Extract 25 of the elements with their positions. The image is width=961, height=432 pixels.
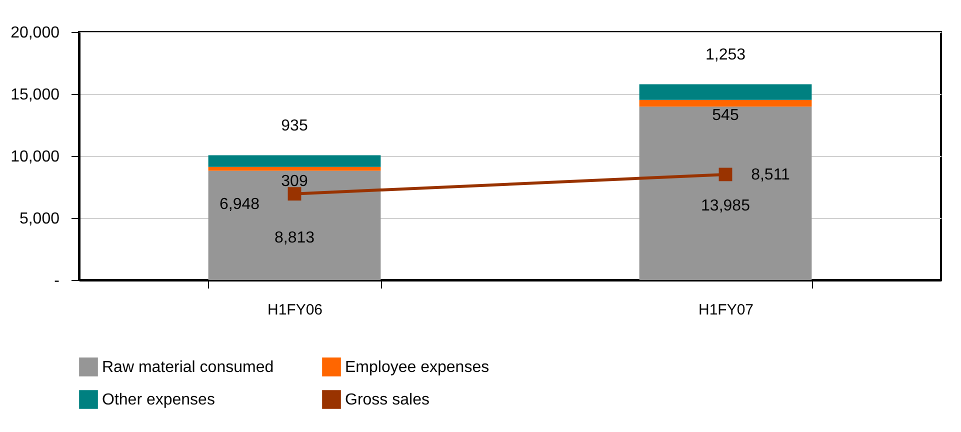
bar bbox=[639, 84, 812, 100]
data-label: 545 bbox=[712, 107, 739, 124]
y-tick-label: 20,000 bbox=[10, 24, 60, 42]
y-tick-label: 15,000 bbox=[10, 86, 60, 104]
data-label: 6,948 bbox=[219, 196, 260, 213]
bar bbox=[208, 170, 381, 280]
x-tick-label: H1FY07 bbox=[698, 302, 754, 318]
legend-label: Other expenses bbox=[102, 392, 215, 408]
legend-label: Employee expenses bbox=[345, 358, 490, 376]
bar bbox=[208, 166, 381, 171]
y-tick-label: 5,000 bbox=[19, 210, 60, 228]
data-label: 8,813 bbox=[274, 229, 315, 246]
data-label: 13,985 bbox=[701, 197, 750, 214]
bar bbox=[639, 106, 812, 280]
data-label: 309 bbox=[281, 172, 308, 190]
bar bbox=[639, 100, 812, 107]
data-label: 8,511 bbox=[751, 166, 790, 184]
legend-label: Raw material consumed bbox=[102, 358, 274, 376]
data-label: 935 bbox=[281, 117, 308, 134]
data-label: 1,253 bbox=[705, 46, 746, 64]
x-tick-label: H1FY06 bbox=[267, 302, 323, 318]
y-tick-label: 10,000 bbox=[10, 148, 60, 166]
bar bbox=[208, 155, 381, 167]
y-tick-label: - bbox=[54, 272, 60, 290]
legend-label: Gross sales bbox=[345, 392, 430, 408]
